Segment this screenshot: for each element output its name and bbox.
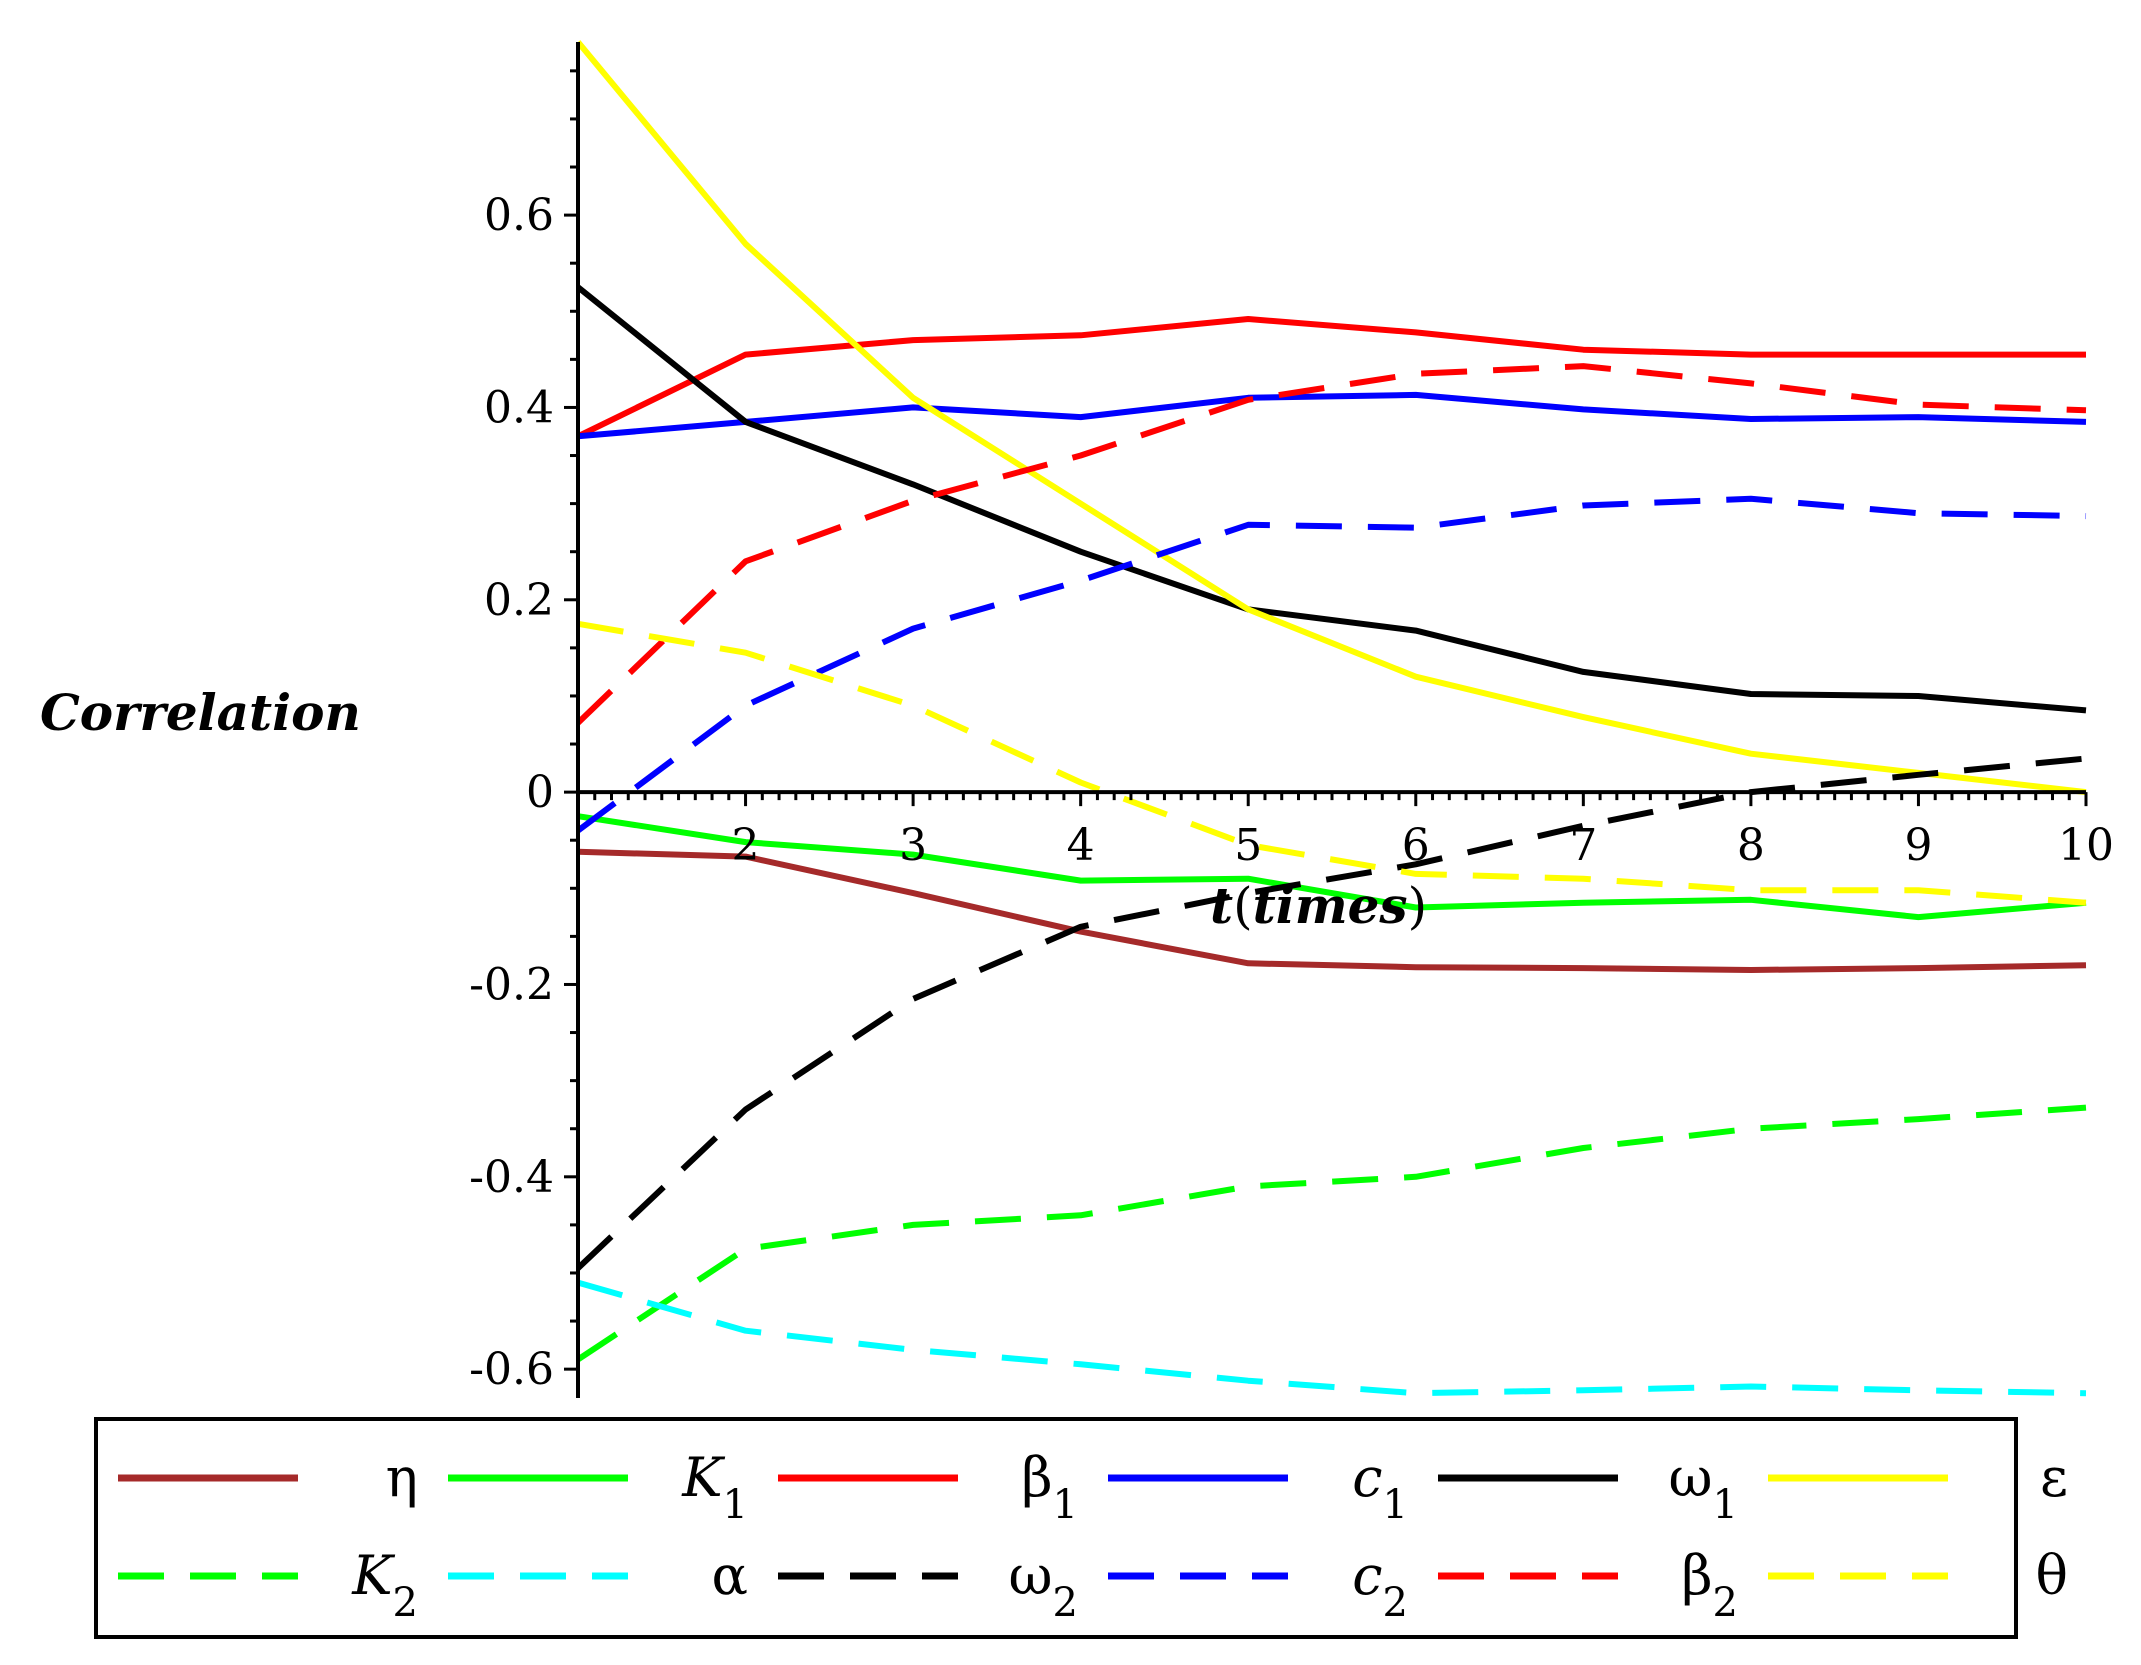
x-tick-label: 5 (1234, 820, 1262, 871)
y-tick-label: 0.6 (484, 190, 554, 241)
legend-label-main: β (1021, 1446, 1052, 1509)
legend-label-sub: 1 (723, 1482, 748, 1528)
series-line-10 (576, 495, 2087, 834)
legend-label-sub: 1 (1383, 1482, 1408, 1528)
x-axis-title-open: ( (1233, 877, 1253, 935)
x-tick-label: 4 (1067, 820, 1095, 871)
legend-label-8: α (712, 1544, 748, 1607)
legend-label-main: c (1352, 1446, 1382, 1509)
legend-label-main: c (1352, 1544, 1382, 1607)
series-line-3 (576, 316, 2086, 439)
y-tick-label: 0 (526, 767, 554, 818)
legend-label-2: K1 (681, 1446, 748, 1528)
legend-label-main: ω (1669, 1446, 1713, 1509)
legend-label-10: c2 (1352, 1544, 1408, 1626)
legend-label-5: ω1 (1669, 1446, 1739, 1528)
y-tick-label: -0.4 (469, 1152, 554, 1203)
series-line-4 (577, 391, 2087, 440)
y-tick-label: 0.2 (484, 575, 554, 626)
y-axis-title: Correlation (40, 683, 361, 742)
legend-label-main: β (1681, 1544, 1712, 1607)
legend-label-11: β2 (1681, 1544, 1738, 1626)
series-line-12 (577, 620, 2087, 906)
x-tick-label: 8 (1737, 820, 1765, 871)
legend-label-sub: 2 (1053, 1580, 1078, 1626)
legend-label-1: η (386, 1446, 418, 1509)
legend-label-main: K (351, 1544, 395, 1607)
y-tick-label: -0.2 (469, 959, 554, 1010)
legend-label-main: ε (2040, 1446, 2068, 1509)
y-tick-label: 0.4 (484, 382, 554, 433)
legend-label-sub: 1 (1713, 1482, 1738, 1528)
legend-label-main: α (712, 1544, 748, 1607)
x-axis-title-word: times (1253, 876, 1408, 935)
x-tick-label: 7 (1569, 820, 1597, 871)
series-line-5 (576, 284, 2087, 714)
legend-label-sub: 2 (393, 1580, 418, 1626)
x-axis-title-var: t (1210, 876, 1233, 935)
x-tick-label: 6 (1402, 820, 1430, 871)
series-line-9 (575, 755, 2087, 1271)
y-tick-label: -0.6 (469, 1344, 554, 1395)
series-line-11 (575, 363, 2087, 726)
x-tick-label: 9 (1904, 820, 1932, 871)
x-tick-label: 2 (732, 820, 760, 871)
x-axis-title: t(times) (1210, 876, 1427, 935)
legend-label-9: ω2 (1009, 1544, 1079, 1626)
series-line-6 (575, 40, 2087, 796)
series-line-7 (576, 1104, 2087, 1363)
series-layer (575, 40, 2087, 1397)
legend-label-6: ε (2040, 1446, 2068, 1509)
x-axis-title-close: ) (1408, 877, 1428, 935)
x-tick-label: 10 (2058, 820, 2114, 871)
legend-label-sub: 2 (1383, 1580, 1408, 1626)
legend-box (94, 1417, 2018, 1639)
axes-layer: 0.6 0.4 0.2 0 -0.2 -0.4 -0.6 2 3 4 5 6 7 8 9 10 Correlat… (40, 42, 2114, 1398)
legend-label-main: θ (2035, 1544, 2068, 1607)
series-line-2 (577, 813, 2087, 921)
legend-label-7: K2 (351, 1544, 418, 1626)
legend-label-main: η (386, 1446, 418, 1509)
legend-label-main: K (681, 1446, 725, 1509)
series-line-8 (577, 1279, 2087, 1397)
legend-label-12: θ (2035, 1544, 2068, 1607)
series-line-1 (577, 848, 2087, 973)
x-tick-label: 3 (899, 820, 927, 871)
legend: η K1 β1 c1 ω1 εK2 α ω2 c2 β2 θ (94, 1417, 2068, 1639)
legend-label-sub: 2 (1713, 1580, 1738, 1626)
legend-label-main: ω (1009, 1544, 1053, 1607)
legend-label-3: β1 (1021, 1446, 1078, 1528)
legend-label-4: c1 (1352, 1446, 1408, 1528)
legend-label-sub: 1 (1053, 1482, 1078, 1528)
